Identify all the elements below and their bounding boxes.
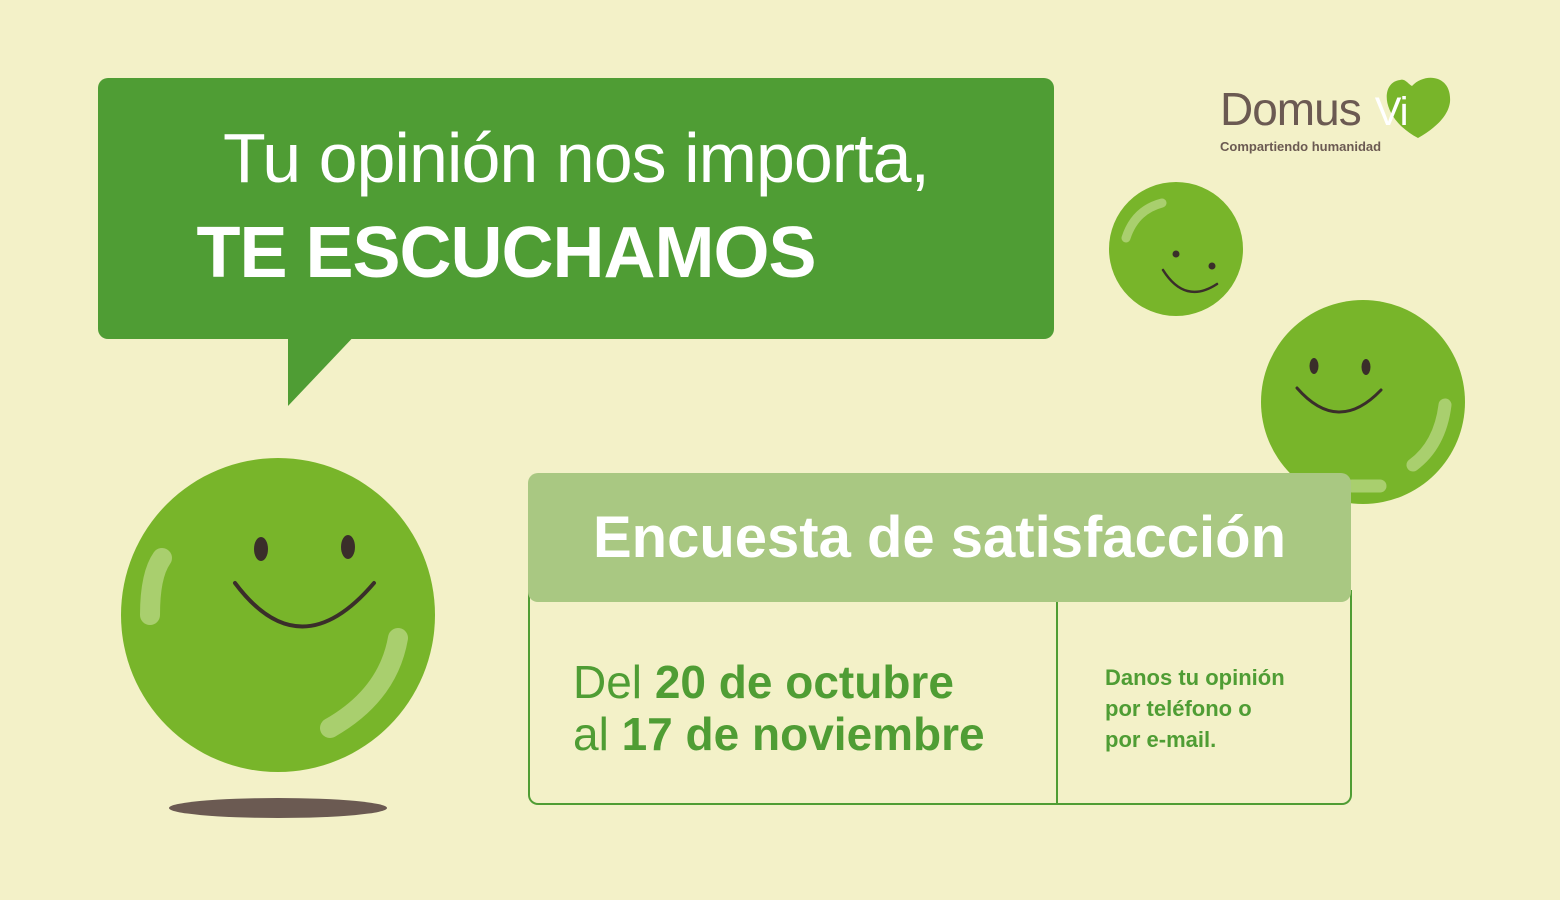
large-smiley-icon [121, 458, 435, 772]
domusvi-logo: Domus Vi Compartiendo humanidad [1220, 83, 1409, 154]
contact-info: Danos tu opinión por teléfono o por e-ma… [1105, 662, 1285, 755]
dates-prefix-from: Del [573, 656, 643, 708]
date-end: 17 de noviembre [621, 708, 985, 760]
logo-word: Domus [1220, 83, 1362, 135]
date-start: 20 de octubre [654, 656, 954, 708]
small-smiley-icon [1109, 182, 1243, 316]
speech-bubble: Tu opinión nos importa, TE ESCUCHAMOS [98, 78, 1054, 339]
smiley-shadow [169, 798, 387, 818]
survey-info-box [528, 590, 1352, 805]
headline-line1: Tu opinión nos importa, [223, 119, 930, 197]
survey-title: Encuesta de satisfacción [528, 473, 1351, 602]
speech-bubble-tail [288, 330, 360, 406]
medium-smiley-icon [1261, 300, 1465, 504]
logo-mark: Vi [1374, 90, 1409, 134]
logo-tagline: Compartiendo humanidad [1220, 139, 1382, 154]
survey-dates: Del 20 de octubre al 17 de noviembre [573, 656, 985, 760]
headline-line2: TE ESCUCHAMOS [196, 213, 816, 293]
contact-line: por teléfono o [1105, 696, 1252, 721]
divider [1056, 600, 1058, 804]
dates-prefix-to: al [573, 708, 609, 760]
logo-heart-icon [1386, 77, 1451, 138]
contact-line: por e-mail. [1105, 727, 1217, 752]
contact-line: Danos tu opinión [1105, 665, 1285, 690]
